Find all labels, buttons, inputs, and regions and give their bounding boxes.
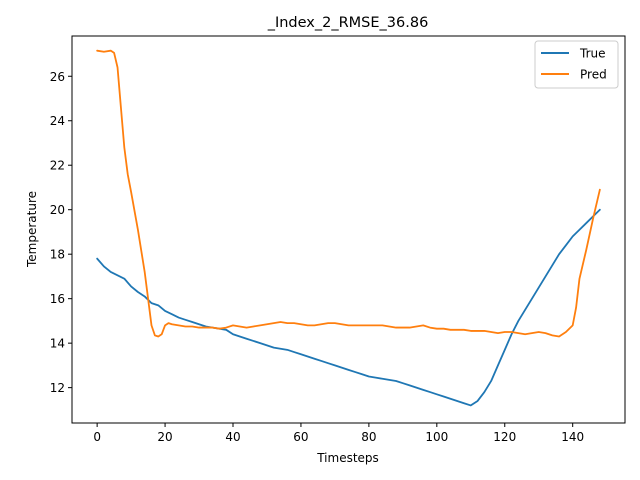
x-tick-label: 100 xyxy=(425,430,448,444)
chart-title: _Index_2_RMSE_36.86 xyxy=(267,15,429,31)
x-axis-ticks: 0 20 40 60 80 100 120 140 xyxy=(93,423,584,444)
x-tick-label: 40 xyxy=(225,430,240,444)
x-tick-label: 20 xyxy=(157,430,172,444)
x-tick-label: 80 xyxy=(361,430,376,444)
y-tick-label: 26 xyxy=(50,70,65,84)
y-tick-label: 18 xyxy=(50,248,65,262)
y-axis-ticks: 12 14 16 18 20 22 24 26 xyxy=(50,70,72,395)
y-tick-label: 16 xyxy=(50,292,65,306)
y-tick-label: 12 xyxy=(50,381,65,395)
series-line-true xyxy=(96,208,601,407)
y-tick-label: 20 xyxy=(50,203,65,217)
x-tick-label: 120 xyxy=(493,430,516,444)
x-tick-label: 0 xyxy=(93,430,101,444)
legend: True Pred xyxy=(534,40,619,89)
series-layer xyxy=(96,49,601,407)
legend-label-pred: Pred xyxy=(580,68,607,82)
x-tick-label: 60 xyxy=(293,430,308,444)
y-axis-label: Temperature xyxy=(25,191,39,268)
y-tick-label: 22 xyxy=(50,159,65,173)
x-tick-label: 140 xyxy=(561,430,584,444)
plot-frame xyxy=(71,35,626,424)
y-tick-label: 14 xyxy=(50,337,65,351)
legend-label-true: True xyxy=(579,47,606,61)
y-tick-label: 24 xyxy=(50,114,65,128)
series-line-pred xyxy=(96,49,601,338)
x-axis-label: Timesteps xyxy=(316,451,379,465)
